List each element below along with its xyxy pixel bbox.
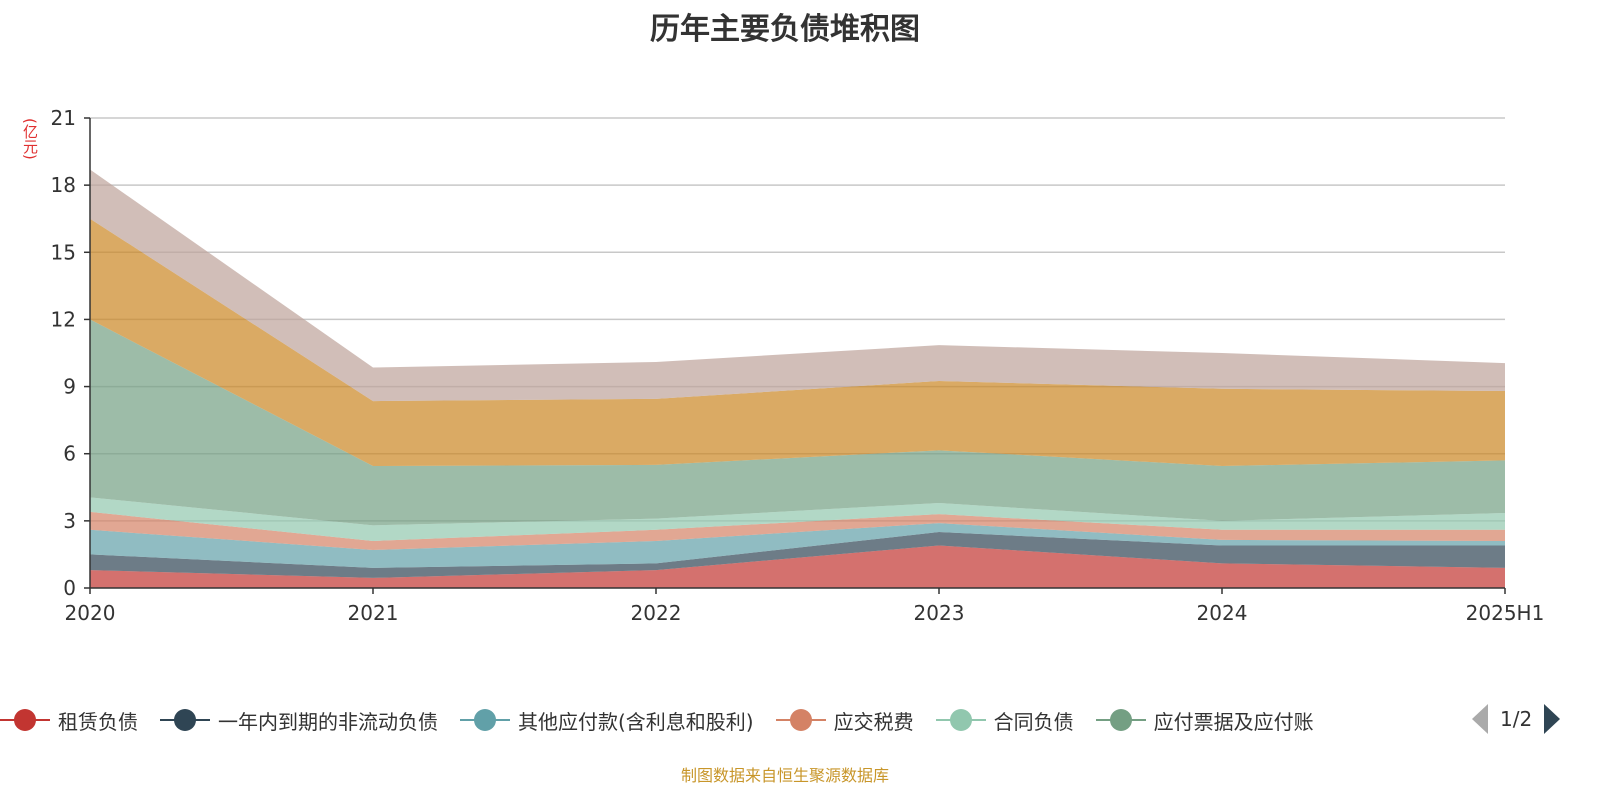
- x-tick-label: 2025H1: [1466, 601, 1545, 625]
- legend-item[interactable]: 其他应付款(含利息和股利): [460, 706, 754, 735]
- legend-label: 其他应付款(含利息和股利): [518, 709, 754, 734]
- legend-label: 应付票据及应付账: [1153, 709, 1314, 734]
- area-series-7: [90, 169, 1505, 402]
- legend-item[interactable]: 合同负债: [935, 706, 1074, 735]
- legend-marker-icon: [460, 708, 510, 732]
- y-tick-label: 21: [51, 106, 76, 130]
- legend-next-page-icon[interactable]: [1544, 704, 1561, 734]
- legend-label: 租赁负债: [58, 709, 138, 734]
- legend-item[interactable]: 应交税费: [775, 706, 914, 735]
- legend-prev-page-icon[interactable]: [1472, 704, 1488, 734]
- area-series-1: [90, 532, 1505, 578]
- y-tick-label: 12: [51, 307, 76, 331]
- legend-marker-icon: [935, 708, 986, 732]
- y-tick-label: 18: [51, 173, 76, 197]
- legend-pager: 1/2: [1472, 704, 1561, 734]
- chart-title: 历年主要负债堆积图: [650, 12, 920, 47]
- y-tick-label: 0: [63, 576, 76, 600]
- area-series-3: [90, 511, 1505, 550]
- y-axis-unit-label: (亿元): [21, 118, 39, 160]
- y-tick-label: 3: [63, 509, 76, 533]
- y-tick-label: 6: [63, 442, 76, 466]
- data-source-footer: 制图数据来自恒生聚源数据库: [680, 766, 889, 785]
- x-tick-label: 2020: [65, 601, 116, 625]
- legend-marker-icon: [160, 708, 210, 732]
- legend-item[interactable]: 租赁负债: [0, 706, 138, 735]
- x-tick-label: 2023: [914, 601, 965, 625]
- area-series-4: [90, 497, 1505, 541]
- legend-label: 应交税费: [833, 709, 914, 734]
- legend-marker-icon: [1095, 708, 1146, 732]
- legend-marker-icon: [0, 708, 50, 732]
- legend-item[interactable]: 应付票据及应付账: [1095, 706, 1314, 735]
- area-series-6: [90, 218, 1505, 467]
- legend-marker-icon: [775, 708, 826, 732]
- stacked-area-chart: 0 3 6 9 12 15 18 21 2020 2021 2022 2023 2024 2025H1: [51, 106, 1545, 625]
- legend-item[interactable]: 一年内到期的非流动负债: [160, 706, 438, 735]
- area-series-2: [90, 523, 1505, 568]
- legend-label: 一年内到期的非流动负债: [218, 709, 438, 734]
- legend-page-indicator: 1/2: [1500, 707, 1533, 731]
- x-tick-label: 2021: [348, 601, 399, 625]
- y-tick-label: 9: [63, 375, 76, 399]
- legend: 租赁负债 一年内到期的非流动负债 其他应付款(含利息和股利) 应交税费 合同负债 应付票据…: [0, 703, 1466, 737]
- x-tick-label: 2024: [1197, 601, 1248, 625]
- area-series-5: [90, 319, 1505, 526]
- x-tick-label: 2022: [631, 601, 682, 625]
- y-tick-label: 15: [51, 240, 76, 264]
- area-series-0: [90, 545, 1505, 588]
- legend-label: 合同负债: [993, 709, 1074, 734]
